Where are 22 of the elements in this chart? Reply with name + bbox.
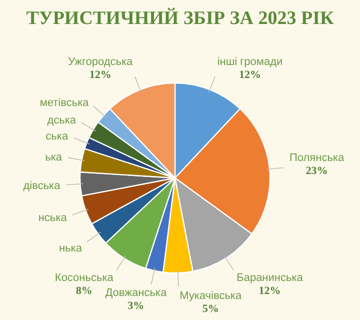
slice-label: ька	[45, 151, 63, 164]
slice-label: Ужгородська	[68, 56, 134, 68]
chart-title: ТУРИСТИЧНИЙ ЗБІР ЗА 2023 РІК	[26, 7, 334, 29]
data-label: 3%	[128, 300, 144, 312]
data-label: 5%	[202, 302, 219, 315]
slice-label: метівська	[40, 96, 90, 109]
slice-label: Довжанська	[105, 287, 168, 300]
slice-label: нька	[58, 242, 83, 255]
slice-label: Полянська	[289, 152, 346, 164]
slice-label: дівська	[23, 180, 62, 192]
slice-label: інші громади	[217, 56, 283, 68]
data-label: 23%	[306, 165, 328, 178]
data-label: 12%	[258, 285, 281, 298]
slice-label: нська	[38, 212, 68, 224]
data-label: 12%	[89, 69, 112, 82]
slice-label: Мукачівська	[180, 290, 242, 302]
slice-label: Косоньська	[54, 272, 114, 284]
slice-label: дська	[47, 114, 77, 126]
data-label: 12%	[239, 69, 262, 82]
slice-label: Баранинська	[236, 272, 304, 284]
slice-label: ська	[46, 130, 69, 143]
data-label: 8%	[76, 285, 92, 298]
